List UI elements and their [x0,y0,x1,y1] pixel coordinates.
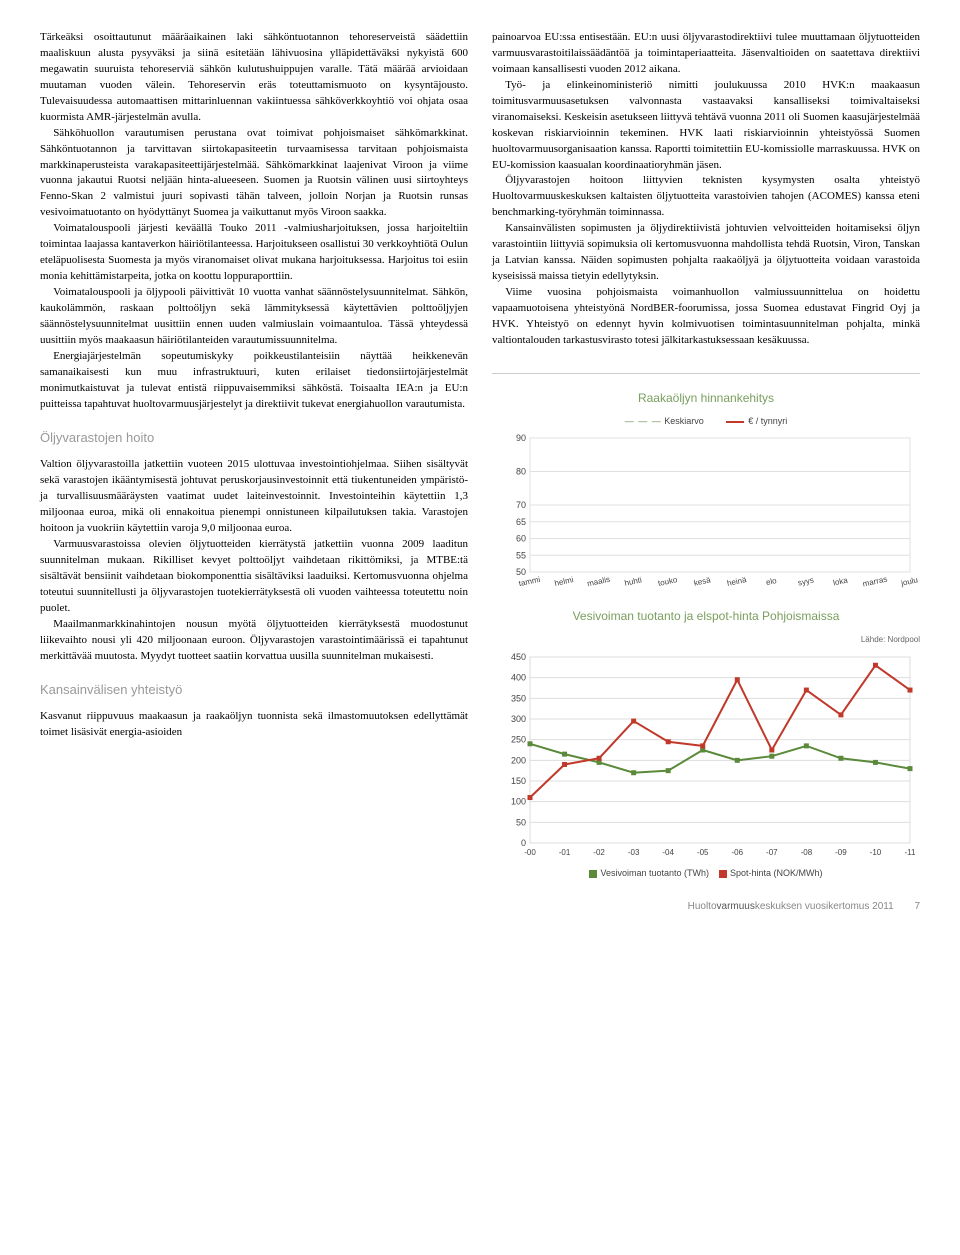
svg-text:-06: -06 [731,848,743,857]
svg-text:200: 200 [511,756,526,766]
dash-icon: — — — [625,416,662,426]
page-footer: Huoltovarmuuskeskuksen vuosikertomus 201… [40,900,920,915]
svg-text:-11: -11 [905,848,917,857]
svg-text:150: 150 [511,776,526,786]
svg-text:kesä: kesä [693,575,712,587]
footer-text: keskuksen vuosikertomus 2011 [755,901,894,912]
svg-text:50: 50 [516,567,526,577]
paragraph: Voimatalouspooli järjesti keväällä Touko… [40,221,468,285]
svg-text:250: 250 [511,735,526,745]
svg-text:elo: elo [765,576,778,587]
svg-text:70: 70 [516,500,526,510]
paragraph: Työ- ja elinkeinoministeriö nimitti joul… [492,78,920,174]
legend-square-icon [589,870,597,878]
svg-text:-02: -02 [593,848,605,857]
svg-text:marras: marras [862,575,888,589]
svg-text:-09: -09 [835,848,847,857]
svg-text:huhti: huhti [624,575,643,587]
paragraph: Maailmanmarkkinahintojen nousun myötä öl… [40,617,468,665]
svg-text:400: 400 [511,673,526,683]
svg-text:-03: -03 [628,848,640,857]
svg-text:loka: loka [832,576,849,588]
paragraph: Energiajärjestelmän sopeutumiskyky poikk… [40,349,468,413]
chart2-title: Vesivoiman tuotanto ja elspot-hinta Pohj… [492,608,920,625]
svg-text:60: 60 [516,534,526,544]
footer-text: Huolto [688,901,717,912]
paragraph: Voimatalouspooli ja öljypooli päivittivä… [40,285,468,349]
page-number: 7 [914,901,920,912]
paragraph: Varmuusvarastoissa olevien öljytuotteide… [40,537,468,617]
solid-line-icon [726,421,744,423]
paragraph: Valtion öljyvarastoilla jatkettiin vuote… [40,457,468,537]
svg-text:100: 100 [511,797,526,807]
svg-text:55: 55 [516,550,526,560]
svg-text:joulu: joulu [899,576,918,589]
chart1-legend: — — — Keskiarvo € / tynnyri [492,415,920,428]
paragraph: Kasvanut riippuvuus maakaasun ja raakaöl… [40,709,468,741]
footer-text: varmuus [717,901,755,912]
svg-text:80: 80 [516,467,526,477]
right-text-block: painoarvoa EU:ssa entisestään. EU:n uusi… [492,30,920,349]
svg-text:90: 90 [516,434,526,443]
section-heading-intl: Kansainvälisen yhteistyö [40,681,468,700]
svg-text:-05: -05 [697,848,709,857]
svg-text:300: 300 [511,714,526,724]
paragraph: Kansainvälisten sopimusten ja öljydirekt… [492,221,920,285]
svg-text:-00: -00 [524,848,536,857]
chart1-plot: 50556065708090tammihelmimaalishuhtitouko… [492,434,920,594]
svg-text:helmi: helmi [554,575,575,588]
paragraph: painoarvoa EU:ssa entisestään. EU:n uusi… [492,30,920,78]
svg-text:-07: -07 [766,848,778,857]
svg-text:-08: -08 [801,848,813,857]
chart1-title: Raakaöljyn hinnankehitys [492,390,920,407]
svg-text:heinä: heinä [726,575,748,588]
paragraph: Öljyvarastojen hoitoon liittyvien teknis… [492,173,920,221]
legend-label: € / tynnyri [748,416,787,426]
two-column-layout: Tärkeäksi osoittautunut määräaikainen la… [40,30,920,880]
svg-text:maalis: maalis [586,575,610,589]
charts-section: Raakaöljyn hinnankehitys — — — Keskiarvo… [492,373,920,880]
section-heading-oil: Öljyvarastojen hoito [40,429,468,448]
chart2-plot: 0 50 100 150 200 250 300 350 400 450 -00 -01 -02 -03 -… [492,653,920,863]
paragraph: Tärkeäksi osoittautunut määräaikainen la… [40,30,468,126]
svg-text:350: 350 [511,694,526,704]
legend-square-icon [719,870,727,878]
chart2-source: Lähde: Nordpool [492,634,920,646]
paragraph: Sähköhuollon varautumisen perustana ovat… [40,126,468,222]
legend-label: Keskiarvo [664,416,704,426]
svg-text:65: 65 [516,517,526,527]
svg-text:0: 0 [521,838,526,848]
right-column: painoarvoa EU:ssa entisestään. EU:n uusi… [492,30,920,880]
svg-text:syys: syys [797,576,815,588]
legend-label: Spot-hinta (NOK/MWh) [730,868,823,878]
legend-label: Vesivoiman tuotanto (TWh) [600,868,709,878]
svg-text:50: 50 [516,818,526,828]
left-column: Tärkeäksi osoittautunut määräaikainen la… [40,30,468,880]
chart2-legend: Vesivoiman tuotanto (TWh) Spot-hinta (NO… [492,867,920,880]
paragraph: Viime vuosina pohjoismaista voimanhuollo… [492,285,920,349]
svg-text:-04: -04 [662,848,674,857]
svg-text:-10: -10 [870,848,882,857]
svg-text:touko: touko [657,575,679,588]
svg-text:-01: -01 [559,848,571,857]
svg-text:450: 450 [511,653,526,662]
